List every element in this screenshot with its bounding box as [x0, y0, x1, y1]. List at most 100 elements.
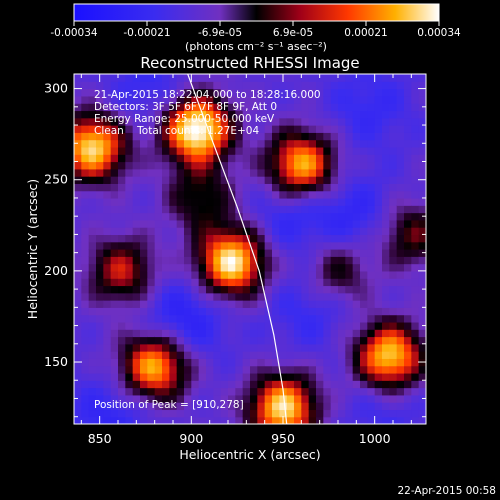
heatmap-cell — [176, 219, 185, 228]
heatmap-cell — [213, 117, 222, 126]
heatmap-cell — [242, 249, 251, 257]
heatmap-cell — [286, 125, 295, 133]
heatmap-cell — [206, 343, 214, 352]
heatmap-cell — [140, 227, 148, 236]
heatmap-cell — [74, 161, 82, 170]
heatmap-cell — [279, 343, 288, 352]
heatmap-cell — [132, 241, 141, 250]
heatmap-cell — [257, 329, 266, 338]
heatmap-cell — [191, 146, 200, 155]
heatmap-cell — [228, 88, 236, 97]
heatmap-cell — [294, 372, 302, 381]
heatmap-cell — [374, 95, 383, 104]
heatmap-cell — [147, 219, 156, 228]
heatmap-cell — [301, 409, 310, 418]
heatmap-cell — [169, 132, 178, 141]
y-tick-label: 150 — [44, 354, 68, 369]
heatmap-cell — [389, 314, 398, 323]
heatmap-cell — [88, 74, 97, 82]
heatmap-cell — [316, 372, 324, 381]
heatmap-cell — [367, 365, 376, 374]
heatmap-cell — [330, 263, 339, 272]
heatmap-cell — [118, 241, 126, 250]
heatmap-cell — [132, 336, 141, 345]
heatmap-cell — [81, 409, 90, 418]
heatmap-cell — [418, 278, 426, 287]
heatmap-cell — [169, 249, 178, 257]
heatmap-cell — [206, 372, 214, 381]
heatmap-cell — [88, 343, 97, 352]
heatmap-cell — [110, 409, 119, 418]
heatmap-cell — [404, 154, 412, 163]
heatmap-cell — [250, 190, 258, 199]
heatmap-cell — [169, 307, 178, 316]
heatmap-cell — [301, 278, 310, 287]
heatmap-cell — [389, 270, 398, 279]
heatmap-cell — [242, 117, 251, 126]
heatmap-cell — [396, 146, 405, 155]
heatmap-cell — [198, 256, 207, 265]
heatmap-cell — [301, 74, 310, 82]
heatmap-cell — [74, 197, 82, 206]
heatmap-cell — [125, 270, 134, 279]
heatmap-cell — [213, 372, 222, 381]
heatmap-cell — [360, 154, 368, 163]
heatmap-cell — [352, 125, 361, 133]
heatmap-cell — [81, 263, 90, 272]
heatmap-cell — [272, 329, 280, 338]
heatmap-cell — [184, 219, 192, 228]
heatmap-cell — [382, 205, 390, 214]
heatmap-cell — [206, 394, 214, 403]
heatmap-cell — [345, 219, 354, 228]
heatmap-cell — [213, 146, 222, 155]
heatmap-cell — [132, 314, 141, 323]
heatmap-cell — [103, 307, 112, 316]
heatmap-cell — [389, 343, 398, 352]
heatmap-cell — [147, 95, 156, 104]
heatmap-cell — [81, 234, 90, 243]
heatmap-cell — [286, 249, 295, 257]
heatmap-cell — [367, 241, 376, 250]
heatmap-cell — [418, 329, 426, 338]
heatmap-cell — [323, 336, 332, 345]
heatmap-cell — [220, 256, 229, 265]
heatmap-cell — [220, 205, 229, 214]
heatmap-cell — [198, 190, 207, 199]
heatmap-cell — [118, 117, 126, 126]
heatmap-cell — [360, 409, 368, 418]
heatmap-cell — [198, 372, 207, 381]
heatmap-cell — [382, 300, 390, 308]
heatmap-cell — [323, 314, 332, 323]
heatmap-cell — [316, 88, 324, 97]
heatmap-cell — [411, 88, 420, 97]
heatmap-cell — [418, 168, 426, 177]
heatmap-cell — [316, 234, 324, 243]
heatmap-cell — [294, 132, 302, 141]
heatmap-cell — [286, 416, 295, 424]
heatmap-cell — [301, 263, 310, 272]
heatmap-cell — [147, 402, 156, 411]
heatmap-cell — [125, 176, 134, 184]
heatmap-cell — [96, 190, 104, 199]
heatmap-cell — [396, 314, 405, 323]
heatmap-cell — [220, 88, 229, 97]
heatmap-cell — [198, 343, 207, 352]
heatmap-cell — [184, 95, 192, 104]
heatmap-cell — [213, 307, 222, 316]
heatmap-cell — [338, 358, 346, 367]
heatmap-cell — [154, 314, 163, 323]
heatmap-cell — [162, 241, 170, 250]
heatmap-cell — [308, 365, 317, 374]
heatmap-cell — [206, 292, 214, 301]
heatmap-cell — [345, 285, 354, 294]
heatmap-cell — [81, 380, 90, 389]
heatmap-cell — [154, 241, 163, 250]
heatmap-cell — [382, 219, 390, 228]
heatmap-cell — [191, 358, 200, 367]
colorbar-tick-label: 0.00034 — [417, 27, 461, 39]
heatmap-cell — [316, 409, 324, 418]
heatmap-cell — [374, 307, 383, 316]
heatmap-cell — [206, 336, 214, 345]
heatmap-cell — [184, 314, 192, 323]
heatmap-cell — [176, 336, 185, 345]
